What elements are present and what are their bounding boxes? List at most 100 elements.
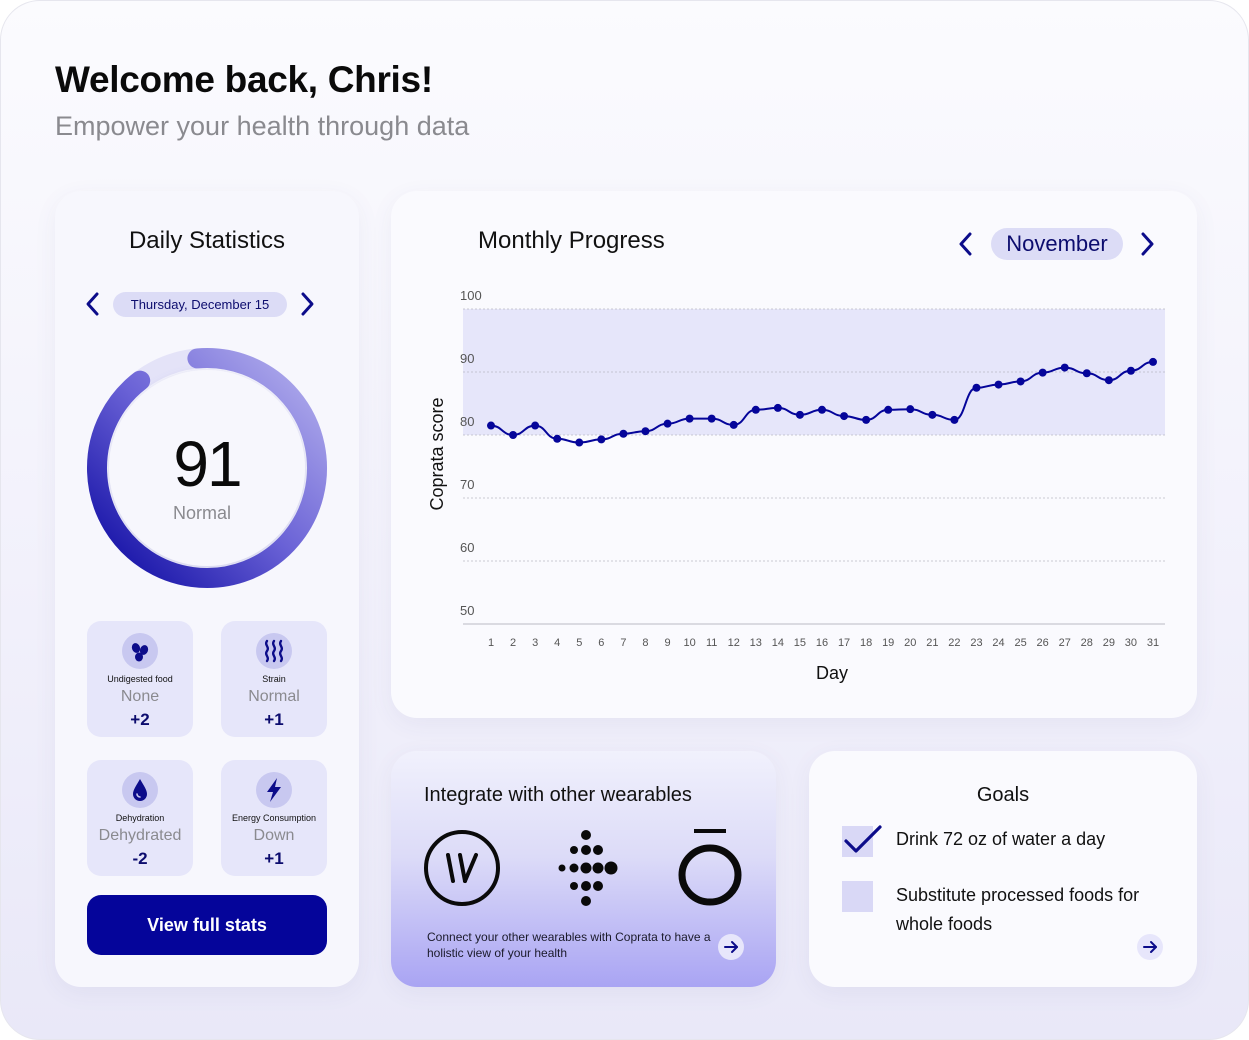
x-tick-label: 24: [992, 637, 1004, 649]
x-tick-label: 31: [1147, 637, 1159, 649]
seeds-icon: [122, 633, 158, 669]
goal-checkbox-checked[interactable]: [842, 825, 882, 857]
data-point: [729, 420, 738, 429]
stat-delta: +1: [264, 710, 284, 729]
x-tick-label: 18: [860, 637, 872, 649]
stat-name: Energy Consumption: [231, 813, 317, 823]
x-tick-label: 27: [1059, 637, 1071, 649]
data-point: [641, 427, 650, 436]
stat-name: Undigested food: [107, 674, 173, 684]
previous-month-chevron-icon[interactable]: [955, 231, 977, 257]
x-tick-label: 22: [948, 637, 960, 649]
stat-strain[interactable]: Strain Normal +1: [221, 621, 327, 737]
water-drop-icon: [122, 772, 158, 808]
x-tick-label: 13: [750, 637, 762, 649]
arrow-right-icon[interactable]: [718, 934, 744, 960]
data-point: [663, 419, 672, 428]
stat-status: Normal: [248, 688, 300, 705]
oura-logo-icon[interactable]: [674, 827, 746, 909]
stat-undigested-food[interactable]: Undigested food None +2: [87, 621, 193, 737]
x-tick-label: 16: [816, 637, 828, 649]
goal-text: Substitute processed foods for whole foo…: [896, 885, 1140, 934]
stat-name: Dehydration: [115, 813, 165, 823]
view-full-stats-button[interactable]: View full stats: [87, 895, 327, 955]
monthly-progress-title: Monthly Progress: [478, 227, 665, 254]
data-point: [818, 405, 826, 414]
x-tick-label: 28: [1081, 637, 1093, 649]
next-month-chevron-icon[interactable]: [1136, 231, 1158, 257]
daily-score-label: Normal: [172, 503, 231, 523]
data-point: [487, 421, 495, 430]
data-point: [884, 405, 893, 414]
data-point: [906, 405, 915, 414]
data-point: [597, 435, 606, 444]
data-point: [1104, 376, 1113, 385]
x-tick-label: 20: [904, 637, 916, 649]
stat-dehydration[interactable]: Dehydration Dehydrated -2: [87, 760, 193, 876]
stat-status: None: [120, 688, 160, 705]
x-tick-label: 5: [576, 637, 582, 649]
data-point: [619, 429, 628, 438]
x-tick-label: 30: [1125, 637, 1137, 649]
lightning-icon: [256, 772, 292, 808]
page-title: Welcome back, Chris!: [55, 59, 433, 100]
x-tick-label: 3: [532, 637, 538, 649]
whoop-logo-icon[interactable]: [423, 829, 501, 907]
data-point: [1060, 363, 1069, 372]
y-tick-label: 50: [460, 603, 474, 618]
monthly-progress-card: Monthly Progress November 50 60 70 80 90 100 1…: [391, 191, 1197, 718]
goals-card: Goals Drink 72 oz of water a day Substit…: [809, 751, 1197, 987]
data-point: [1038, 368, 1047, 377]
stat-delta: -2: [132, 849, 148, 868]
goal-checkbox[interactable]: [842, 881, 873, 912]
x-axis-label: Day: [816, 663, 848, 683]
data-point: [707, 414, 716, 423]
data-point: [575, 438, 584, 447]
daily-statistics-title: Daily Statistics: [128, 227, 286, 254]
month-selector[interactable]: November: [991, 228, 1123, 260]
data-point: [751, 405, 760, 414]
fitbit-logo-icon[interactable]: [549, 827, 631, 909]
data-point: [862, 415, 871, 424]
stat-delta: +1: [264, 849, 284, 868]
y-axis-label: Coprata score: [427, 397, 447, 510]
stat-energy-consumption[interactable]: Energy Consumption Down +1: [221, 760, 327, 876]
x-tick-label: 14: [772, 637, 784, 649]
data-point: [1149, 357, 1157, 366]
score-ring: [87, 348, 327, 588]
goals-title: Goals: [976, 784, 1030, 806]
data-point: [553, 434, 562, 443]
data-point: [509, 431, 518, 439]
stat-status: Down: [253, 827, 295, 844]
data-point: [950, 415, 959, 424]
data-point: [1082, 369, 1091, 378]
x-tick-label: 19: [882, 637, 894, 649]
x-tick-label: 6: [598, 637, 604, 649]
x-tick-label: 1: [488, 637, 494, 649]
y-tick-label: 90: [460, 351, 474, 366]
y-tick-label: 100: [460, 288, 482, 303]
data-point: [531, 421, 540, 430]
y-tick-label: 80: [460, 414, 474, 429]
goal-text: Drink 72 oz of water a day: [896, 829, 1106, 849]
data-point: [1126, 366, 1135, 375]
x-tick-label: 10: [683, 637, 695, 649]
integrate-description: Connect your other wearables with Coprat…: [427, 930, 711, 960]
x-tick-label: 25: [1014, 637, 1026, 649]
y-tick-label: 60: [460, 540, 474, 555]
daily-statistics-card: Daily Statistics Thursday, December 15: [55, 191, 359, 987]
data-point: [685, 414, 694, 423]
stat-delta: +2: [130, 710, 150, 729]
x-tick-label: 9: [664, 637, 670, 649]
date-selector[interactable]: Thursday, December 15: [113, 292, 287, 317]
integrate-wearables-card: Integrate with other wearables Connect y…: [391, 751, 776, 987]
data-point: [1016, 377, 1025, 386]
arrow-right-icon[interactable]: [1137, 934, 1163, 960]
y-tick-label: 70: [460, 477, 474, 492]
checkmark-icon: [844, 825, 882, 853]
next-day-chevron-icon[interactable]: [296, 291, 318, 317]
previous-day-chevron-icon[interactable]: [82, 291, 104, 317]
stat-status: Dehydrated: [98, 827, 182, 844]
